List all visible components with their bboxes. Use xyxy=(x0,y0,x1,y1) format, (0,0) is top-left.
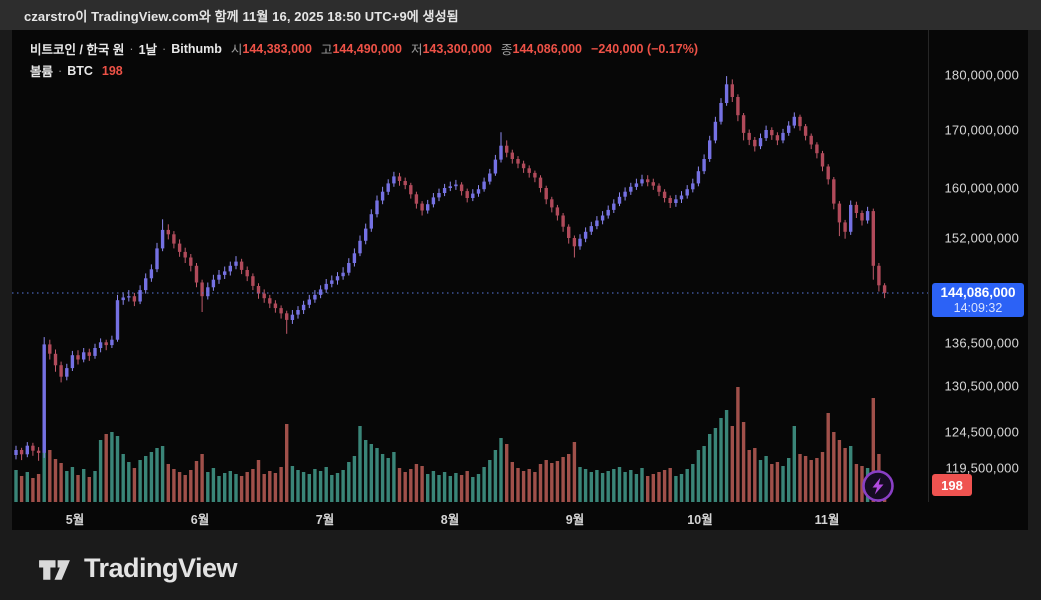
volume-label: 볼륨 xyxy=(30,65,54,79)
current-price-value: 144,086,000 xyxy=(940,285,1016,301)
change-value: −240,000 (−0.17%) xyxy=(591,41,699,56)
price-chart[interactable] xyxy=(12,30,1028,530)
close-value: 144,086,000 xyxy=(512,41,583,56)
price-tick: 136,500,000 xyxy=(944,335,1019,351)
high-label: 고 xyxy=(320,43,333,57)
interval-label: 1날 xyxy=(138,43,158,57)
low-label: 저 xyxy=(410,43,423,57)
chart-card: 비트코인 / 한국 원 · 1날 · Bithumb 시 144,383,000… xyxy=(12,30,1028,530)
chart-legend: 비트코인 / 한국 원 · 1날 · Bithumb 시 144,383,000… xyxy=(30,39,698,58)
volume-unit: BTC xyxy=(67,63,93,78)
time-tick: 9월 xyxy=(565,513,585,527)
attribution-text: czarstro이 TradingView.com와 함께 11월 16, 20… xyxy=(24,8,459,24)
tradingview-wordmark: TradingView xyxy=(84,552,238,583)
time-tick: 8월 xyxy=(440,513,460,527)
footer-brand: TradingView xyxy=(36,548,238,588)
open-value: 144,383,000 xyxy=(242,41,312,56)
price-tick: 170,000,000 xyxy=(944,122,1019,138)
lightning-icon xyxy=(862,470,894,502)
price-tick: 180,000,000 xyxy=(944,67,1019,83)
current-price-label: 144,086,000 14:09:32 xyxy=(932,283,1024,317)
time-tick: 6월 xyxy=(190,513,210,527)
time-tick: 10월 xyxy=(687,513,713,527)
volume-legend: 볼륨 · BTC 198 xyxy=(30,61,123,80)
price-axis[interactable]: 180,000,000 170,000,000 160,000,000 152,000… xyxy=(928,30,1029,502)
low-value: 143,300,000 xyxy=(422,41,492,56)
time-tick: 11월 xyxy=(814,513,840,527)
open-label: 시 xyxy=(230,43,243,57)
price-tick: 152,000,000 xyxy=(944,230,1019,246)
price-tick: 130,500,000 xyxy=(944,378,1019,394)
price-tick: 160,000,000 xyxy=(944,180,1019,196)
symbol-title: 비트코인 / 한국 원 xyxy=(30,43,125,57)
exchange-label: Bithumb xyxy=(171,41,222,56)
volume-value: 198 xyxy=(101,63,123,78)
volume-axis-badge: 198 xyxy=(932,474,972,496)
price-tick: 124,500,000 xyxy=(944,424,1019,440)
attribution-bar: czarstro이 TradingView.com와 함께 11월 16, 20… xyxy=(0,0,1041,30)
time-tick: 7월 xyxy=(315,513,335,527)
time-axis[interactable]: 5월 6월 7월 8월 9월 10월 11월 xyxy=(12,502,928,530)
close-label: 종 xyxy=(500,43,513,57)
bar-countdown-timer: 14:09:32 xyxy=(953,300,1003,315)
price-tick: 119,500,000 xyxy=(945,460,1019,476)
time-tick: 5월 xyxy=(65,513,85,527)
tradingview-logo-icon xyxy=(39,559,70,580)
high-value: 144,490,000 xyxy=(332,41,402,56)
